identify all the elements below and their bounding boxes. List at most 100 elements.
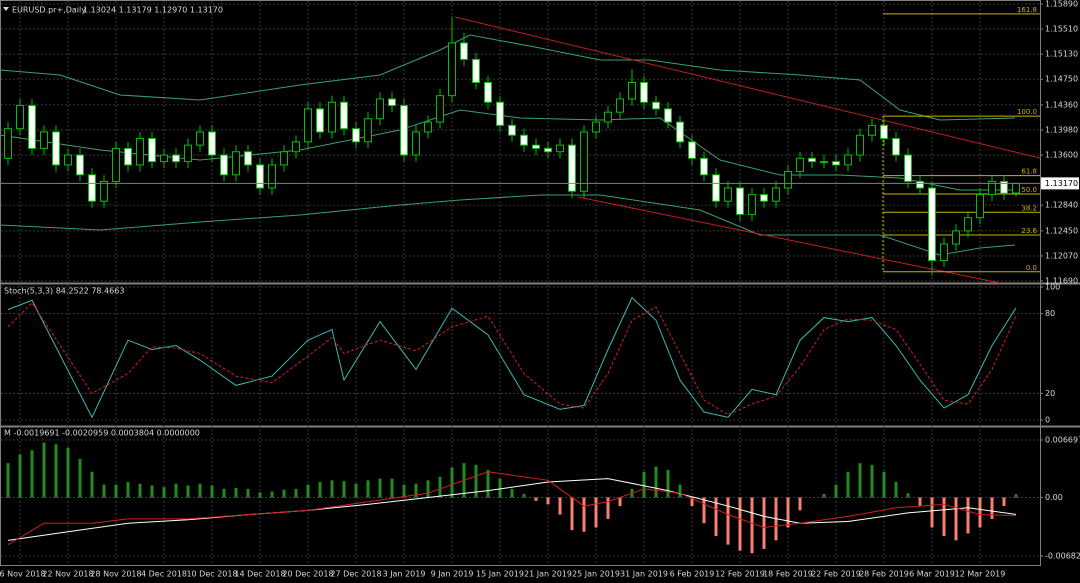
histogram-bar [414, 483, 418, 498]
candle-body [532, 144, 540, 149]
y-tick-label: 1.14750 [1045, 75, 1078, 84]
histogram-bar [702, 497, 706, 524]
y-tick-label: 0.00 [1045, 493, 1063, 502]
candle-body [496, 101, 504, 126]
histogram-bar [1002, 497, 1006, 507]
histogram-bar [906, 493, 910, 498]
bollinger-lower [0, 194, 1016, 256]
y-tick-label: 1.12070 [1045, 251, 1078, 260]
fib-label: 0.0 [1026, 264, 1037, 272]
y-tick-label: 1.13600 [1045, 151, 1078, 160]
histogram-bar [42, 442, 46, 498]
histogram-bar [894, 482, 898, 498]
candle-body [556, 144, 564, 153]
candle-body [832, 161, 840, 166]
histogram-bar [966, 497, 970, 534]
candle-body [340, 101, 348, 130]
candle-body [484, 81, 492, 103]
candle-body [40, 131, 48, 149]
histogram-bar [690, 497, 694, 507]
histogram-bar [786, 497, 790, 528]
histogram-bar [186, 485, 190, 498]
histogram-bar [198, 483, 202, 498]
candle-body [100, 180, 108, 202]
x-tick-label: 6 Mar 2019 [909, 570, 955, 579]
x-tick-label: 16 Nov 2018 [0, 570, 46, 579]
histogram-bar [666, 470, 670, 498]
x-tick-label: 10 Dec 2018 [186, 570, 237, 579]
histogram-bar [762, 497, 766, 549]
candle-body [808, 157, 816, 163]
histogram-bar [426, 480, 430, 498]
x-tick-label: 12 Mar 2019 [955, 570, 1006, 579]
histogram-bar [618, 497, 622, 507]
candle-body [940, 243, 948, 262]
stoch-line [7, 296, 1017, 419]
candle-body [616, 98, 624, 113]
x-tick-label: 25 Jan 2019 [572, 570, 620, 579]
histogram-bar [942, 497, 946, 537]
x-tick-label: 31 Jan 2019 [620, 570, 668, 579]
histogram-bar [378, 478, 382, 498]
histogram-bar [474, 464, 478, 498]
candle-body [664, 108, 672, 123]
histogram-bar [354, 483, 358, 498]
candle-body [772, 187, 780, 202]
candle-body [220, 154, 228, 176]
histogram-bar [174, 483, 178, 498]
histogram-bar [210, 485, 214, 498]
histogram-bar [546, 497, 550, 505]
histogram-bar [882, 471, 886, 498]
stoch-title: Stoch(5,3,3) 84.2522 78.4663 [4, 287, 124, 296]
fib-label: 38.2 [1021, 204, 1037, 212]
candle-body [268, 164, 276, 189]
candle-body [568, 144, 576, 192]
candle-body [856, 134, 864, 156]
fib-label: 50.0 [1021, 186, 1037, 194]
histogram-bar [582, 497, 586, 532]
histogram-bar [222, 488, 226, 498]
y-tick-label: 0 [1045, 416, 1050, 425]
candle-body [328, 101, 336, 133]
candle-body [352, 128, 360, 143]
last-price-label: 1.13170 [1045, 179, 1078, 188]
y-tick-label: 1.11690 [1045, 277, 1078, 286]
candle-body [760, 194, 768, 202]
candle-body [208, 131, 216, 156]
candle-body [304, 108, 312, 143]
channel-upper [454, 16, 1041, 159]
y-tick-label: 80 [1045, 309, 1055, 318]
histogram-bar [570, 497, 574, 531]
histogram-bar [402, 484, 406, 498]
candle-body [376, 98, 384, 120]
fib-label: 161.8 [1017, 6, 1037, 14]
candle-body [136, 138, 144, 166]
candle-body [244, 151, 252, 166]
y-tick-label: 100 [1045, 283, 1060, 292]
candle-body [76, 154, 84, 176]
histogram-bar [6, 463, 10, 498]
histogram-bar [66, 447, 70, 498]
candle-body [520, 134, 528, 146]
candle-body [460, 42, 468, 60]
histogram-bar [366, 480, 370, 498]
candle-body [436, 95, 444, 123]
candle-body [964, 217, 972, 232]
candle-body [364, 118, 372, 143]
histogram-bar [438, 476, 442, 498]
candle-body [892, 138, 900, 156]
candle-body [52, 131, 60, 166]
candle-body [844, 154, 852, 166]
candle-body [688, 141, 696, 159]
histogram-bar [978, 497, 982, 528]
candle-body [184, 144, 192, 163]
x-tick-label: 18 Feb 2019 [763, 570, 813, 579]
candle-body [88, 174, 96, 202]
candle-body [472, 58, 480, 83]
candle-body [400, 105, 408, 156]
histogram-bar [126, 482, 130, 498]
histogram-bar [246, 488, 250, 498]
x-tick-label: 28 Nov 2018 [90, 570, 141, 579]
